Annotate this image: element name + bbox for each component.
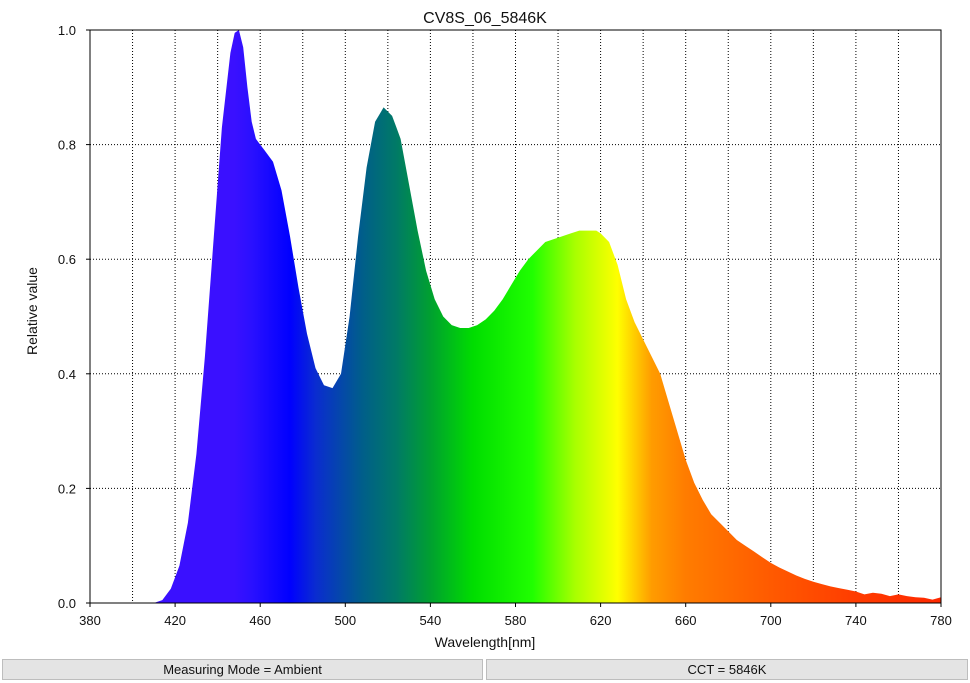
x-tick-label: 700 xyxy=(760,613,782,628)
y-axis-ticks: 0.0 0.2 0.4 0.6 0.8 1.0 xyxy=(58,23,90,611)
x-tick-label: 780 xyxy=(930,613,952,628)
x-tick-label: 660 xyxy=(675,613,697,628)
y-tick-label: 0.0 xyxy=(58,596,76,611)
y-tick-label: 1.0 xyxy=(58,23,76,38)
x-tick-label: 740 xyxy=(845,613,867,628)
x-tick-label: 380 xyxy=(79,613,101,628)
x-tick-label: 500 xyxy=(334,613,356,628)
y-tick-label: 0.4 xyxy=(58,367,76,382)
y-tick-label: 0.2 xyxy=(58,481,76,496)
x-axis-ticks: 380 420 460 500 540 580 620 660 700 740 780 xyxy=(79,603,952,628)
status-bar: Measuring Mode = Ambient CCT = 5846K xyxy=(0,658,970,683)
x-tick-label: 460 xyxy=(249,613,271,628)
y-axis-label: Relative value xyxy=(24,267,40,355)
y-tick-label: 0.8 xyxy=(58,138,76,153)
x-tick-label: 420 xyxy=(164,613,186,628)
x-tick-label: 540 xyxy=(420,613,442,628)
x-axis-label: Wavelength[nm] xyxy=(435,634,536,650)
x-tick-label: 620 xyxy=(590,613,612,628)
measuring-mode-field: Measuring Mode = Ambient xyxy=(2,659,483,680)
cct-field: CCT = 5846K xyxy=(486,659,968,680)
spectrum-chart: CV8S_06_5846K 380 420 460 500 540 580 620 660 70… xyxy=(24,10,952,650)
y-tick-label: 0.6 xyxy=(58,252,76,267)
spectrum-area xyxy=(90,30,941,603)
x-tick-label: 580 xyxy=(505,613,527,628)
chart-title: CV8S_06_5846K xyxy=(423,10,547,27)
